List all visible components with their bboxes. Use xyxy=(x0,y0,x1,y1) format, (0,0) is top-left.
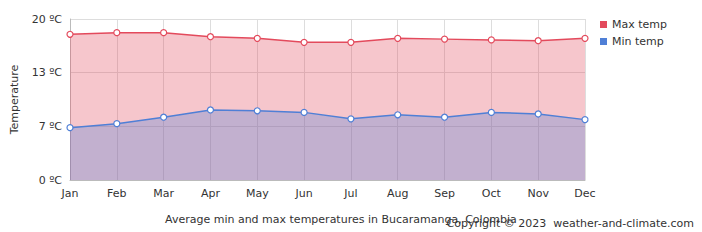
svg-text:7 ºC: 7 ºC xyxy=(39,120,63,133)
svg-text:Min temp: Min temp xyxy=(612,35,664,48)
svg-text:Aug: Aug xyxy=(387,187,408,200)
svg-text:Jan: Jan xyxy=(61,187,79,200)
svg-text:May: May xyxy=(246,187,269,200)
svg-text:Average min and max temperatur: Average min and max temperatures in Buca… xyxy=(165,213,517,226)
svg-text:Nov: Nov xyxy=(527,187,549,200)
svg-text:Dec: Dec xyxy=(574,187,595,200)
svg-text:13 ºC: 13 ºC xyxy=(32,66,63,79)
svg-text:Jun: Jun xyxy=(294,187,312,200)
svg-text:Mar: Mar xyxy=(153,187,174,200)
svg-text:Apr: Apr xyxy=(201,187,221,200)
svg-text:Oct: Oct xyxy=(482,187,502,200)
svg-text:0 ºC: 0 ºC xyxy=(39,174,63,187)
svg-text:Sep: Sep xyxy=(434,187,455,200)
svg-text:Feb: Feb xyxy=(107,187,126,200)
svg-text:Copyright © 2023 weather-and-c: Copyright © 2023 weather-and-climate.com xyxy=(446,217,694,230)
svg-text:Jul: Jul xyxy=(343,187,357,200)
svg-text:20 ºC: 20 ºC xyxy=(32,13,63,26)
svg-text:Temperature: Temperature xyxy=(8,64,21,135)
svg-text:Max temp: Max temp xyxy=(612,18,667,31)
